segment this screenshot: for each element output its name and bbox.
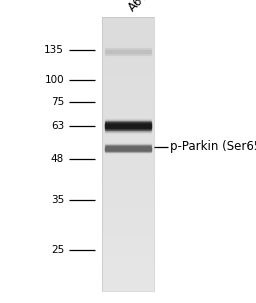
Bar (102, 17, 154, 20)
Text: 100: 100 (44, 75, 64, 85)
Bar (102, 123, 154, 126)
Bar (102, 113, 154, 116)
Bar (102, 277, 154, 281)
Bar (102, 171, 154, 174)
Bar (102, 215, 154, 219)
Bar (102, 92, 154, 95)
Bar (102, 95, 154, 99)
Bar (102, 154, 154, 157)
Bar (102, 54, 154, 58)
Bar (102, 191, 154, 195)
Bar (102, 68, 154, 72)
Bar (102, 263, 154, 267)
Bar (102, 222, 154, 226)
Bar (102, 288, 154, 291)
Bar (102, 270, 154, 274)
Bar (102, 205, 154, 209)
Bar (102, 34, 154, 37)
Bar (102, 17, 154, 291)
Bar (102, 150, 154, 154)
Bar (102, 106, 154, 109)
Bar (102, 281, 154, 284)
Bar (102, 168, 154, 171)
Bar (102, 51, 154, 54)
Bar (102, 44, 154, 48)
Bar (102, 85, 154, 89)
Bar (102, 37, 154, 41)
Bar (102, 140, 154, 144)
Text: 35: 35 (51, 195, 64, 205)
Bar (102, 267, 154, 270)
Bar (102, 219, 154, 222)
Text: 75: 75 (51, 96, 64, 107)
Bar (102, 202, 154, 205)
Bar (102, 185, 154, 188)
Bar (102, 65, 154, 68)
Text: 48: 48 (51, 154, 64, 164)
Bar (102, 99, 154, 102)
Text: 135: 135 (44, 45, 64, 55)
Bar (102, 147, 154, 150)
Text: A673: A673 (125, 0, 156, 14)
Bar (102, 181, 154, 185)
Bar (102, 61, 154, 65)
Bar (102, 253, 154, 257)
Bar (102, 195, 154, 198)
Bar (102, 246, 154, 250)
Bar (102, 58, 154, 61)
Bar (102, 30, 154, 34)
Bar (102, 226, 154, 229)
Bar (102, 198, 154, 202)
Bar (102, 116, 154, 119)
Bar (102, 233, 154, 236)
Bar (102, 212, 154, 215)
Bar (102, 137, 154, 140)
Bar (102, 209, 154, 212)
Bar (102, 89, 154, 92)
Bar (102, 20, 154, 24)
Bar (102, 174, 154, 178)
Bar (102, 188, 154, 191)
Bar (102, 229, 154, 233)
Bar (102, 178, 154, 181)
Bar (102, 130, 154, 133)
Bar (102, 157, 154, 161)
Bar (102, 126, 154, 130)
Bar (102, 133, 154, 137)
Bar (102, 250, 154, 253)
Bar (102, 119, 154, 123)
Bar (102, 257, 154, 260)
Bar (102, 236, 154, 239)
Text: 63: 63 (51, 121, 64, 131)
Bar (102, 144, 154, 147)
Bar (102, 243, 154, 246)
Bar (102, 41, 154, 44)
Bar (102, 27, 154, 30)
Bar (102, 109, 154, 113)
Bar (102, 48, 154, 51)
Bar (102, 78, 154, 82)
Bar (102, 260, 154, 263)
Text: p-Parkin (Ser65): p-Parkin (Ser65) (170, 141, 256, 153)
Bar (102, 24, 154, 27)
Bar (102, 161, 154, 164)
Bar (102, 102, 154, 106)
Bar (102, 164, 154, 168)
Bar (102, 82, 154, 85)
Bar (102, 72, 154, 75)
Bar (102, 284, 154, 288)
Bar (102, 239, 154, 243)
Text: 25: 25 (51, 245, 64, 255)
Bar (102, 75, 154, 78)
Bar (102, 274, 154, 277)
